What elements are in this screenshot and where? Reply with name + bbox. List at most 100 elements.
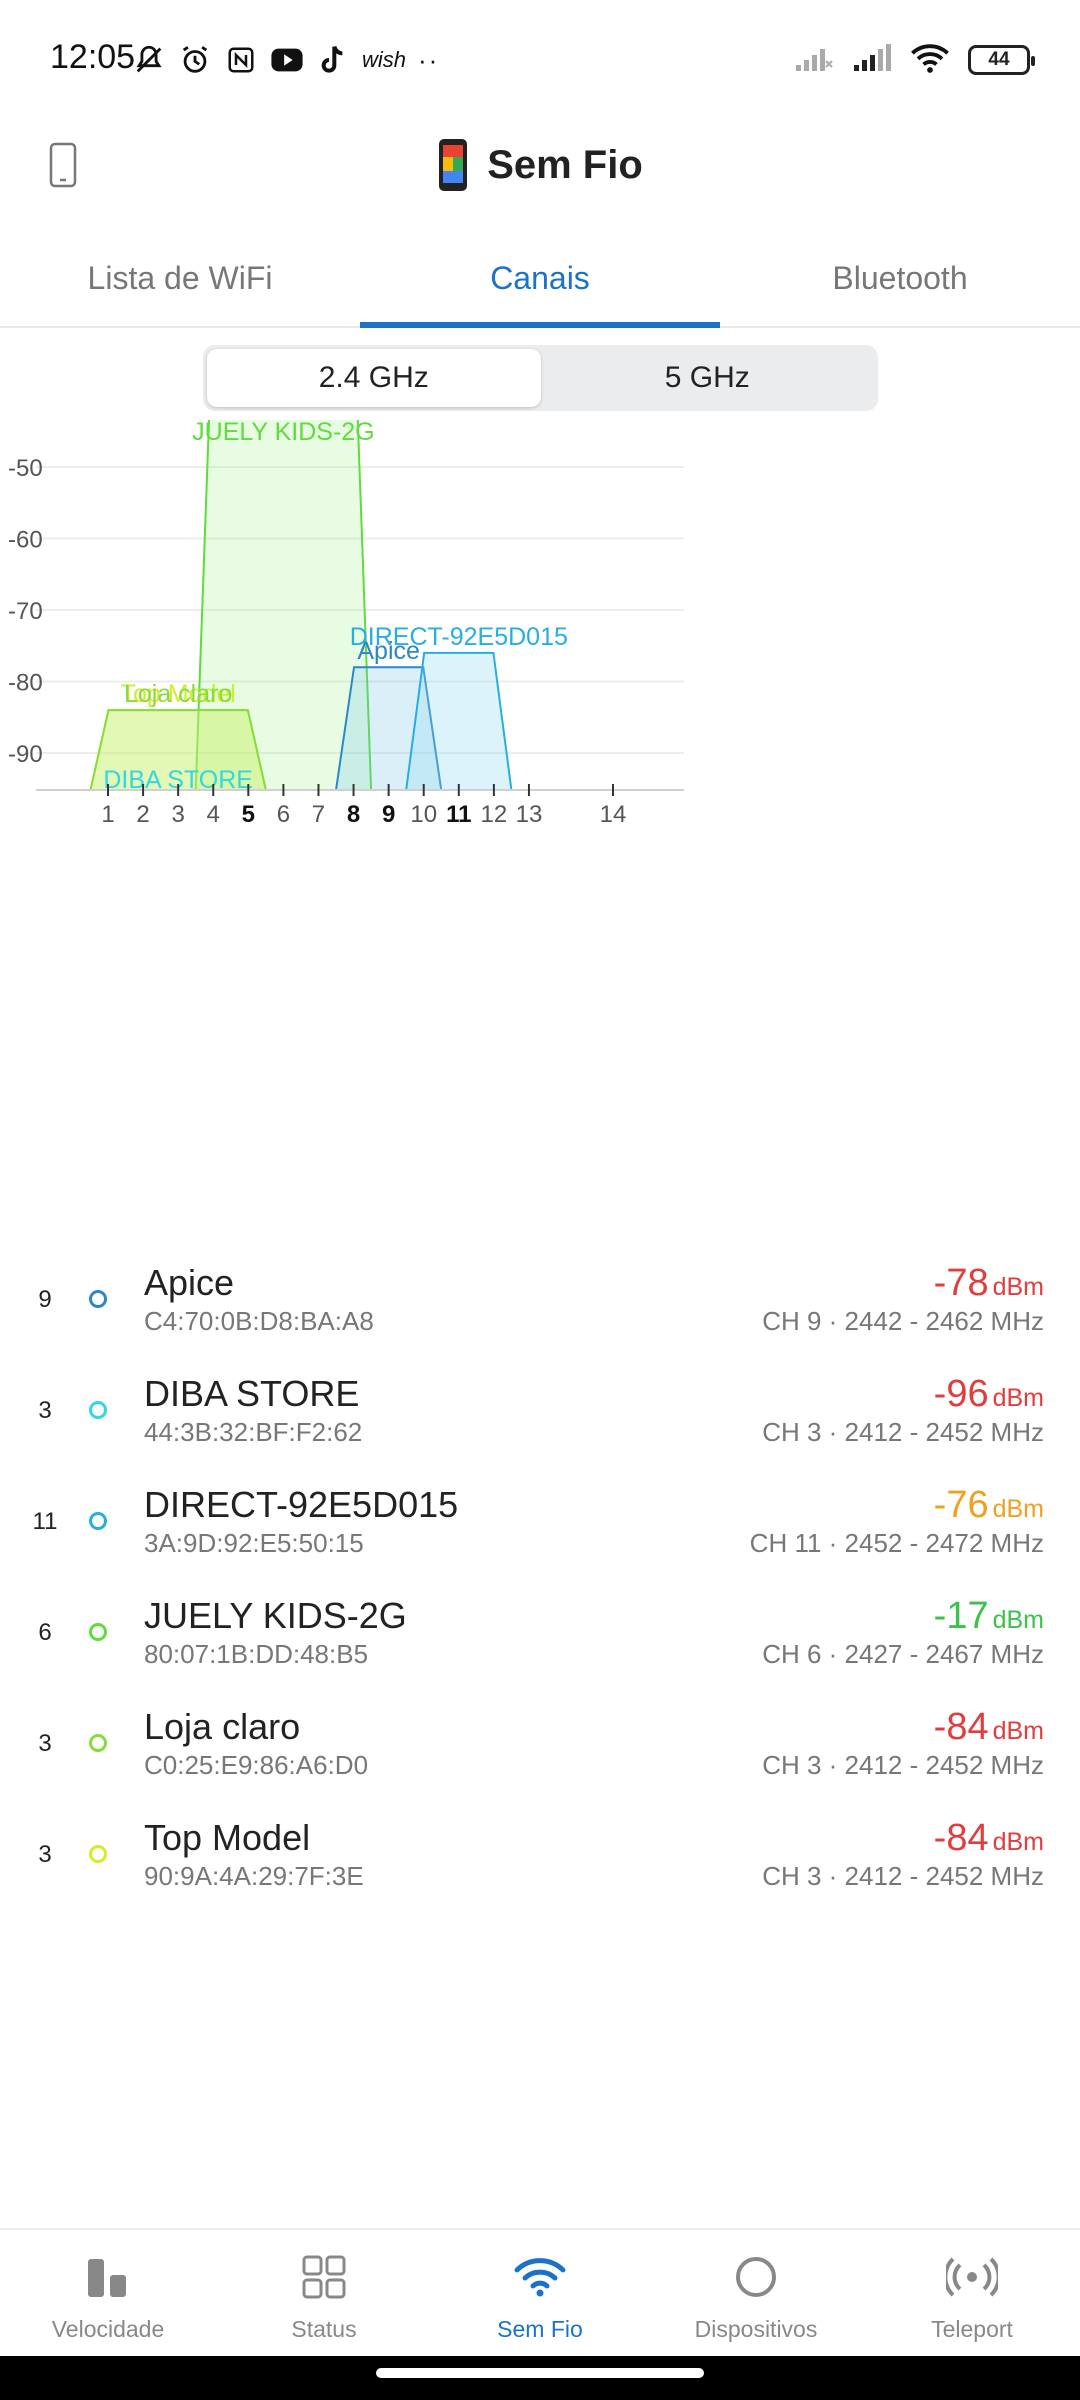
network-channel: 6 (38, 1619, 52, 1646)
network-band-label: Top Model (120, 680, 235, 708)
x-tick-label: 12 (481, 801, 508, 828)
device-button[interactable] (42, 130, 84, 200)
network-band-label: JUELY KIDS-2G (192, 420, 374, 446)
signal-value: -84 (933, 1817, 989, 1859)
signal-sim2-icon (852, 43, 892, 78)
x-tick-label: 1 (101, 801, 114, 828)
network-mac: C0:25:E9:86:A6:D0 (144, 1750, 369, 1780)
network-signal: -78 dBm (934, 1262, 1044, 1305)
x-tick-label: 6 (277, 801, 290, 828)
network-mac: C4:70:0B:D8:BA:A8 (144, 1306, 374, 1336)
network-channel: 9 (38, 1286, 52, 1313)
network-channel: 11 (32, 1508, 58, 1535)
x-tick-label: 8 (347, 801, 360, 828)
tab-channels[interactable]: Canais (360, 230, 720, 328)
home-indicator[interactable] (376, 2368, 704, 2378)
battery-icon: 44 (968, 45, 1035, 75)
list-item[interactable]: 11 DIRECT-92E5D015 3A:9D:92:E5:50:15 -76… (0, 1482, 1080, 1593)
network-list: 9 Apice C4:70:0B:D8:BA:A8 -78 dBm CH 9 · … (0, 1260, 1080, 1926)
app-header: Sem Fio (0, 120, 1080, 230)
top-tabs: Lista de WiFi Canais Bluetooth (0, 230, 1080, 328)
list-item[interactable]: 3 Loja claro C0:25:E9:86:A6:D0 -84 dBm CH… (0, 1704, 1080, 1815)
nav-label: Dispositivos (694, 2316, 818, 2342)
x-tick-label: 9 (382, 801, 395, 828)
network-name: DIBA STORE (144, 1373, 360, 1414)
network-band-label: Loja claro (124, 680, 232, 708)
network-color-dot (89, 1290, 107, 1308)
notification-icons: wish ·· (132, 40, 439, 80)
network-signal: -84 dBm (934, 1706, 1044, 1749)
network-color-dot (89, 1734, 107, 1752)
nav-speed[interactable]: Velocidade (0, 2230, 216, 2356)
band-5ghz-option[interactable]: 5 GHz (664, 361, 750, 394)
wifi-status-icon (910, 42, 950, 79)
network-name: Apice (144, 1262, 235, 1303)
network-name: Loja claro (144, 1706, 301, 1747)
network-mac: 80:07:1B:DD:48:B5 (144, 1639, 369, 1669)
circle-icon (726, 2252, 786, 2302)
tiktok-icon (316, 43, 350, 77)
x-tick-label: 7 (312, 801, 325, 828)
y-tick-label: -60 (8, 527, 43, 554)
nav-status[interactable]: Status (216, 2230, 432, 2356)
signal-value: -17 (933, 1595, 989, 1637)
system-icons: 44 (794, 40, 1035, 80)
list-item[interactable]: 3 Top Model 90:9A:4A:29:7F:3E -84 dBm CH … (0, 1815, 1080, 1926)
list-item[interactable]: 6 JUELY KIDS-2G 80:07:1B:DD:48:B5 -17 dBm… (0, 1593, 1080, 1704)
nav-devices[interactable]: Dispositivos (648, 2230, 864, 2356)
tab-bluetooth[interactable]: Bluetooth (832, 259, 968, 296)
tab-wifi-list[interactable]: Lista de WiFi (87, 259, 273, 296)
nav-label: Velocidade (51, 2316, 165, 2342)
network-channel: 3 (38, 1397, 52, 1424)
list-item[interactable]: 3 DIBA STORE 44:3B:32:BF:F2:62 -96 dBm CH… (0, 1371, 1080, 1482)
signal-value: -76 (933, 1484, 989, 1526)
y-tick-label: -70 (8, 598, 43, 625)
grid-icon (294, 2252, 354, 2302)
network-signal: -17 dBm (934, 1595, 1044, 1638)
signal-unit: dBm (992, 1384, 1044, 1412)
x-tick-label: 14 (600, 801, 627, 828)
signal-unit: dBm (992, 1717, 1044, 1745)
band-24ghz-option[interactable]: 2.4 GHz (207, 349, 541, 407)
network-name: Top Model (144, 1817, 311, 1858)
network-color-dot (89, 1623, 107, 1641)
x-tick-label: 4 (207, 801, 220, 828)
signal-unit: dBm (992, 1606, 1044, 1634)
network-frequency: CH 3 · 2412 - 2452 MHz (762, 1861, 1044, 1891)
nav-label: Sem Fio (497, 2316, 583, 2342)
youtube-icon (270, 43, 304, 77)
x-tick-label: 2 (136, 801, 149, 828)
network-frequency: CH 3 · 2412 - 2452 MHz (762, 1417, 1044, 1447)
signal-value: -84 (933, 1706, 989, 1748)
network-mac: 3A:9D:92:E5:50:15 (144, 1528, 364, 1558)
teleport-icon (942, 2252, 1002, 2302)
nav-teleport[interactable]: Teleport (864, 2230, 1080, 2356)
nav-label: Status (291, 2316, 357, 2342)
nav-label: Teleport (931, 2316, 1013, 2342)
gesture-bar (0, 2356, 1080, 2400)
wifi-icon (510, 2252, 570, 2302)
x-tick-label: 10 (410, 801, 437, 828)
list-item[interactable]: 9 Apice C4:70:0B:D8:BA:A8 -78 dBm CH 9 · … (0, 1260, 1080, 1371)
speed-chart-icon (78, 2252, 138, 2302)
network-frequency: CH 11 · 2452 - 2472 MHz (749, 1528, 1044, 1558)
y-tick-label: -90 (8, 741, 43, 768)
y-tick-label: -80 (8, 670, 43, 697)
network-band-label: DIRECT-92E5D015 (350, 623, 568, 651)
signal-sim1-icon (794, 43, 834, 78)
network-frequency: CH 9 · 2442 - 2462 MHz (762, 1306, 1044, 1336)
network-band (405, 651, 513, 790)
signal-unit: dBm (992, 1273, 1044, 1301)
network-band-label: Apice (357, 637, 420, 665)
network-signal: -96 dBm (934, 1373, 1044, 1416)
y-tick-label: -50 (8, 455, 43, 482)
signal-unit: dBm (992, 1495, 1044, 1523)
nav-wireless[interactable]: Sem Fio (432, 2230, 648, 2356)
signal-unit: dBm (992, 1828, 1044, 1856)
network-band (194, 420, 373, 790)
network-frequency: CH 3 · 2412 - 2452 MHz (762, 1750, 1044, 1780)
network-name: JUELY KIDS-2G (144, 1595, 407, 1636)
network-frequency: CH 6 · 2427 - 2467 MHz (762, 1639, 1044, 1669)
